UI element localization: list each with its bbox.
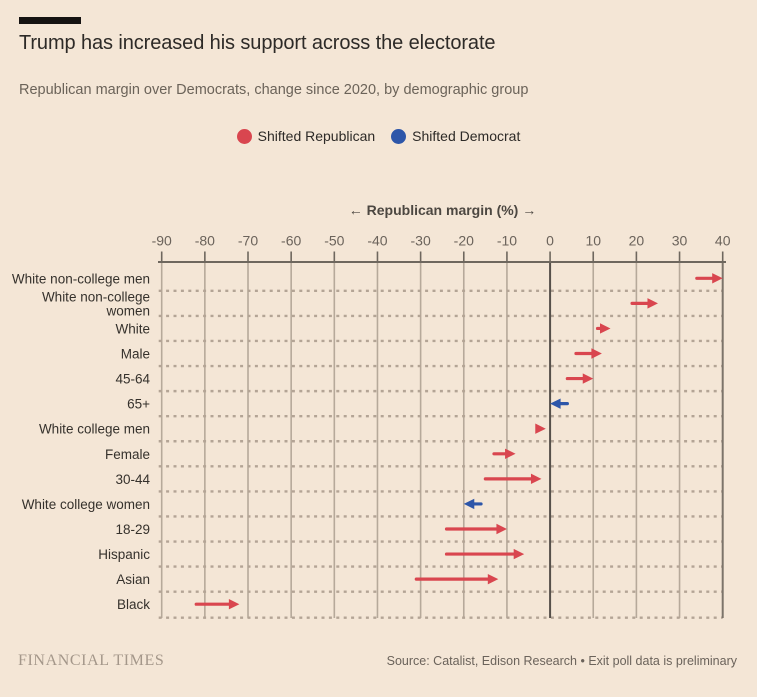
arrow-head-icon: [496, 523, 507, 535]
tick-label: 10: [585, 233, 601, 249]
democrat-dot-icon: [391, 128, 407, 144]
x-axis-title: ← Republican margin (%) →: [348, 202, 537, 218]
arrow-head-icon: [647, 298, 658, 309]
shift-arrow-republican: [565, 373, 594, 384]
shift-arrow-republican: [444, 548, 525, 560]
shift-arrow-republican: [492, 448, 516, 459]
row-label: White non-college: [42, 289, 150, 304]
row-label: Hispanic: [98, 547, 150, 562]
arrow-head-icon: [530, 473, 542, 485]
row-label: Male: [121, 347, 150, 362]
shift-arrow-republican: [595, 323, 611, 334]
arrow-head-icon: [712, 273, 723, 284]
legend: Shifted Republican Shifted Democrat: [0, 128, 757, 144]
tick-label: -80: [195, 233, 215, 249]
arrow-head-icon: [591, 348, 602, 359]
tick-label: 40: [715, 233, 731, 249]
row-label: White college men: [39, 422, 150, 437]
legend-item-democrat: Shifted Democrat: [391, 128, 520, 144]
tick-label: 0: [546, 233, 554, 249]
tick-label: 30: [672, 233, 688, 249]
legend-item-republican: Shifted Republican: [236, 128, 376, 144]
shift-arrow-republican: [444, 523, 507, 535]
top-accent-bar: [19, 17, 81, 24]
arrow-head-icon: [582, 373, 594, 384]
shift-arrow-republican: [194, 599, 240, 610]
row-label: White: [115, 321, 150, 336]
footer: FINANCIAL TIMES Source: Catalist, Edison…: [0, 648, 757, 678]
ft-logo: FINANCIAL TIMES: [18, 652, 165, 669]
tick-label: -10: [497, 233, 517, 249]
tick-label: -40: [367, 233, 387, 249]
chart-subtitle: Republican margin over Democrats, change…: [19, 82, 529, 98]
shift-arrow-democrat: [550, 398, 569, 409]
chart-title: Trump has increased his support across t…: [19, 32, 496, 54]
arrow-head-icon: [513, 548, 525, 560]
row-label: 65+: [127, 397, 150, 412]
arrow-head-icon: [550, 398, 561, 409]
arrow-head-icon: [505, 448, 516, 459]
shift-arrow-republican: [630, 298, 658, 309]
row-label: Black: [117, 597, 150, 612]
tick-label: -30: [411, 233, 431, 249]
tick-label: 20: [629, 233, 645, 249]
arrow-head-icon: [228, 599, 240, 610]
arrow-head-icon: [487, 573, 499, 585]
arrow-head-icon: [535, 423, 546, 434]
legend-label: Shifted Democrat: [412, 128, 521, 144]
legend-label: Shifted Republican: [257, 128, 376, 144]
shift-arrow-republican: [414, 573, 499, 585]
source-note: Source: Catalist, Edison Research • Exit…: [386, 654, 737, 668]
shift-arrow-republican: [535, 423, 546, 434]
tick-label: -20: [454, 233, 474, 249]
republican-dot-icon: [236, 128, 252, 144]
shift-arrow-democrat: [463, 498, 483, 510]
tick-label: -70: [238, 233, 258, 249]
row-label: women: [105, 303, 150, 318]
row-label: Female: [105, 447, 150, 462]
shift-arrow-republican: [483, 473, 542, 485]
tick-label: -90: [152, 233, 172, 249]
tick-label: -60: [281, 233, 301, 249]
row-label: 45-64: [115, 372, 150, 387]
row-label: Asian: [116, 572, 150, 587]
shift-arrow-republican: [574, 348, 602, 359]
arrow-head-icon: [600, 323, 611, 334]
shift-arrow-republican: [695, 273, 723, 284]
row-label: 30-44: [115, 472, 150, 487]
row-label: White college women: [22, 497, 150, 512]
arrow-head-icon: [463, 498, 475, 510]
tick-label: -50: [324, 233, 344, 249]
row-label: White non-college men: [12, 271, 150, 286]
row-label: 18-29: [115, 522, 150, 537]
